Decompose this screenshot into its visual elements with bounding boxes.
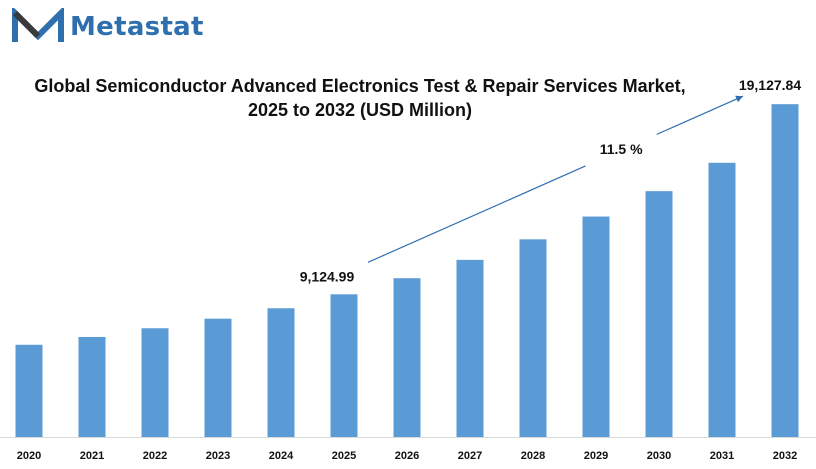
bar-2028 bbox=[519, 239, 547, 437]
bar-2026 bbox=[393, 278, 421, 437]
x-tick-label-2029: 2029 bbox=[584, 450, 608, 462]
x-tick-label-2030: 2030 bbox=[647, 450, 671, 462]
x-tick-label-2026: 2026 bbox=[395, 450, 419, 462]
metastat-m-logo-icon bbox=[12, 8, 64, 42]
bar-2021 bbox=[78, 336, 106, 437]
bar-2032 bbox=[771, 104, 799, 437]
brand-logo: Metastat bbox=[12, 8, 204, 46]
bar-2025 bbox=[330, 294, 358, 437]
x-tick-label-2028: 2028 bbox=[521, 450, 545, 462]
x-tick-label-2022: 2022 bbox=[143, 450, 167, 462]
growth-rate-label: 11.5 % bbox=[600, 141, 643, 157]
bar-2023 bbox=[204, 318, 232, 437]
x-tick-label-2023: 2023 bbox=[206, 450, 230, 462]
growth-arrow-head bbox=[735, 95, 743, 103]
data-label-2032: 19,127.84 bbox=[739, 77, 801, 93]
x-tick-label-2024: 2024 bbox=[269, 450, 294, 462]
growth-arrow-line bbox=[367, 165, 586, 263]
bar-2024 bbox=[267, 308, 295, 437]
bar-2027 bbox=[456, 259, 484, 437]
x-tick-label-2021: 2021 bbox=[80, 450, 104, 462]
x-tick-label-2032: 2032 bbox=[773, 450, 797, 462]
growth-arrow-line-end bbox=[656, 95, 744, 135]
bar-2030 bbox=[645, 191, 673, 437]
chart-title-line1: Global Semiconductor Advanced Electronic… bbox=[34, 76, 686, 96]
brand-name: Metastat bbox=[70, 12, 204, 42]
data-label-2025: 9,124.99 bbox=[300, 268, 355, 284]
x-tick-label-2031: 2031 bbox=[710, 450, 734, 462]
bar-2029 bbox=[582, 216, 610, 437]
chart-title: Global Semiconductor Advanced Electronic… bbox=[0, 74, 720, 122]
x-tick-label-2027: 2027 bbox=[458, 450, 482, 462]
x-tick-label-2020: 2020 bbox=[17, 450, 41, 462]
x-tick-label-2025: 2025 bbox=[332, 450, 356, 462]
bar-2022 bbox=[141, 328, 169, 437]
chart-title-line2: 2025 to 2032 (USD Million) bbox=[247, 100, 473, 120]
bar-2031 bbox=[708, 162, 736, 437]
bar-2020 bbox=[15, 344, 43, 437]
